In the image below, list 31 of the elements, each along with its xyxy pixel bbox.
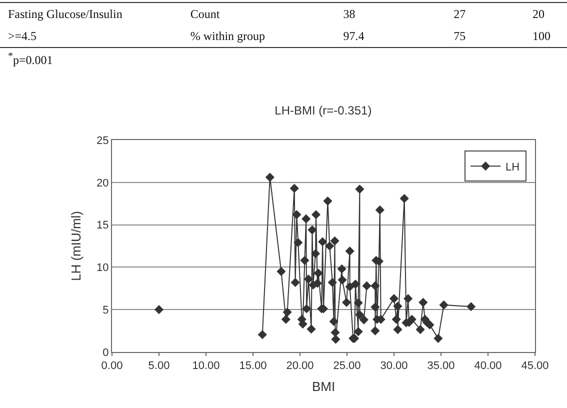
text: Fasting Glucose/Insulin: [7, 6, 124, 22]
x-tick-label: 5.00: [148, 360, 170, 372]
text: $^{*}$p=0.001: [7, 51, 54, 68]
y-axis-title: LH (mIU/ml): [68, 210, 84, 282]
text: 38: [343, 6, 356, 22]
x-tick-label: 35.00: [427, 360, 455, 372]
text: Count: [190, 6, 221, 22]
y-tick-label: 15: [96, 220, 109, 232]
x-tick-label: 40.00: [474, 360, 502, 372]
x-tick-label: 10.00: [192, 360, 220, 372]
x-tick-label: 0.00: [101, 360, 123, 372]
y-tick-label: 25: [96, 134, 109, 147]
y-tick-label: 0: [102, 346, 109, 359]
chart-title: LH-BMI (r=-0.351): [274, 103, 372, 118]
x-tick-label: 45.00: [521, 360, 549, 372]
x-tick-label: 25.00: [333, 360, 361, 372]
legend-label: LH: [506, 161, 520, 174]
text: 75: [454, 28, 467, 44]
y-tick-label: 20: [96, 177, 109, 190]
text: 20: [532, 6, 546, 22]
y-tick-label: 10: [96, 262, 109, 274]
y-tick-label: 5: [102, 304, 109, 316]
text: 100: [532, 28, 552, 44]
x-tick-label: 30.00: [380, 360, 408, 372]
text: >=4.5: [7, 28, 38, 44]
text: % within group: [190, 28, 266, 44]
x-tick-label: 15.00: [239, 360, 267, 372]
text: 97.4: [343, 28, 366, 44]
x-axis-title: BMI: [312, 378, 336, 394]
x-tick-label: 20.00: [286, 360, 314, 372]
text: 27: [454, 6, 467, 22]
